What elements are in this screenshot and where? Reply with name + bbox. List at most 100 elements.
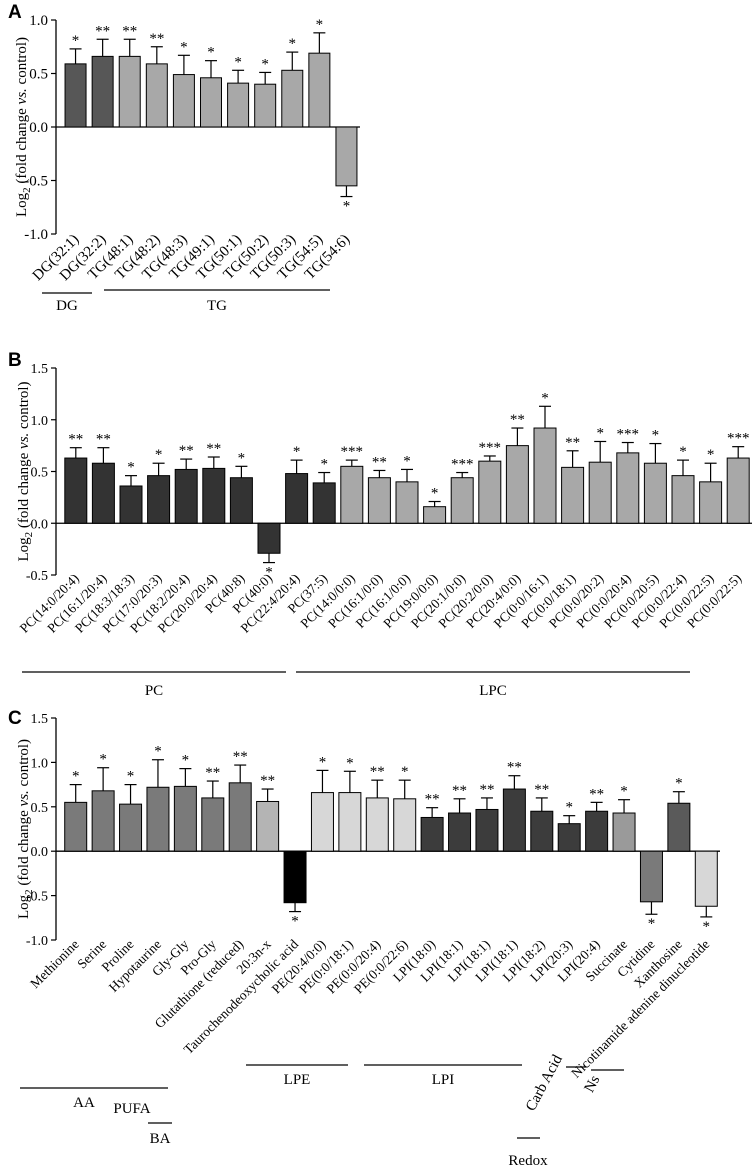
significance-mark: * (620, 784, 628, 800)
significance-mark: * (127, 460, 135, 476)
significance-mark: * (72, 769, 80, 785)
y-axis-title: Log2 (fold change vs. control) (16, 381, 35, 561)
y-tick-label: 1.0 (29, 13, 48, 29)
significance-mark: * (127, 769, 135, 785)
significance-mark: * (291, 914, 299, 930)
bar (726, 457, 750, 524)
significance-mark: ** (479, 782, 494, 798)
bar (393, 798, 417, 852)
panel-a: A Log2 (fold change vs. control) -1.0 -0.5 0… (8, 2, 360, 314)
significance-mark: * (346, 755, 354, 771)
bar (281, 69, 304, 128)
y-axis-title: Log2 (fold change vs. control) (16, 739, 35, 919)
significance-mark: ** (425, 792, 440, 808)
group-label: Ns (581, 1073, 603, 1095)
significance-mark: ** (233, 749, 248, 765)
significance-mark: * (154, 744, 162, 760)
bar (119, 485, 143, 524)
group-label: PUFA (113, 1101, 150, 1117)
significance-mark: * (289, 36, 297, 52)
bar (585, 810, 609, 852)
group-label: LPI (432, 1072, 455, 1088)
bar (365, 797, 389, 852)
significance-mark: * (401, 764, 409, 780)
bar (502, 788, 526, 852)
bar (119, 803, 143, 852)
panel-c: C Log2 (fold change vs. control) -1.0 -0.5 0… (8, 708, 720, 1169)
bar (530, 810, 554, 852)
bar (283, 850, 307, 904)
significance-mark: ** (149, 31, 164, 47)
bar (91, 790, 115, 852)
bar (64, 801, 88, 852)
significance-mark: * (320, 457, 328, 473)
significance-mark: ** (510, 412, 525, 428)
bar (201, 797, 225, 852)
bar (671, 475, 695, 524)
bar (612, 812, 636, 852)
bar (202, 467, 226, 524)
group-label: Redox (508, 1153, 548, 1169)
significance-mark: ** (96, 432, 111, 448)
panel-label-b: B (8, 350, 22, 371)
panel-label-a: A (8, 2, 22, 23)
significance-mark: * (293, 444, 301, 460)
bar (118, 55, 141, 128)
significance-mark: * (679, 444, 687, 460)
significance-mark: * (316, 17, 324, 33)
significance-mark: ** (534, 782, 549, 798)
bar (448, 812, 472, 852)
y-tick-label: 1.0 (31, 756, 49, 771)
significance-mark: ** (260, 773, 275, 789)
y-tick-label: 1.5 (31, 362, 49, 377)
significance-mark: * (99, 752, 107, 768)
group-label: Carb Acid (523, 1052, 566, 1114)
significance-mark: ** (507, 760, 522, 776)
bar (91, 55, 114, 128)
bar (227, 82, 250, 128)
group-label: LPC (479, 683, 507, 699)
bar (308, 52, 331, 128)
y-tick-label: 1.5 (31, 712, 49, 727)
group-label: PC (145, 683, 163, 699)
bar (475, 808, 499, 852)
bar (643, 462, 667, 524)
bar (561, 466, 585, 524)
bar (64, 63, 87, 128)
bar (557, 823, 581, 852)
bar (147, 475, 171, 524)
significance-mark: ** (452, 783, 467, 799)
group-label: BA (150, 1131, 171, 1147)
bar (588, 461, 612, 524)
bar (367, 477, 391, 524)
bar (64, 457, 88, 524)
significance-mark: * (431, 486, 439, 502)
bar (174, 468, 198, 524)
significance-mark: * (319, 754, 327, 770)
panel-b: B Log2 (fold change vs. control) -0.5 0.0 0.… (8, 350, 752, 699)
y-tick-label: 0.5 (31, 801, 49, 816)
bar (616, 452, 640, 524)
bar (228, 782, 252, 852)
group-label: AA (73, 1095, 95, 1111)
significance-mark: *** (479, 440, 502, 456)
significance-mark: ** (370, 764, 385, 780)
bar (172, 74, 195, 128)
bar (699, 481, 723, 524)
significance-mark: * (652, 428, 660, 444)
group-label: DG (56, 298, 78, 314)
significance-mark: * (343, 199, 351, 215)
bar (91, 462, 115, 524)
significance-mark: * (596, 425, 604, 441)
bar (694, 850, 718, 907)
y-tick-label: 0.0 (31, 517, 49, 532)
significance-mark: * (207, 45, 215, 61)
y-tick-label: -1.0 (24, 227, 48, 243)
significance-mark: * (707, 447, 715, 463)
significance-mark: * (265, 565, 273, 581)
y-tick-label: -0.5 (24, 174, 48, 190)
y-tick-label: -0.5 (26, 890, 48, 905)
bar (145, 63, 168, 128)
significance-mark: * (261, 56, 269, 72)
